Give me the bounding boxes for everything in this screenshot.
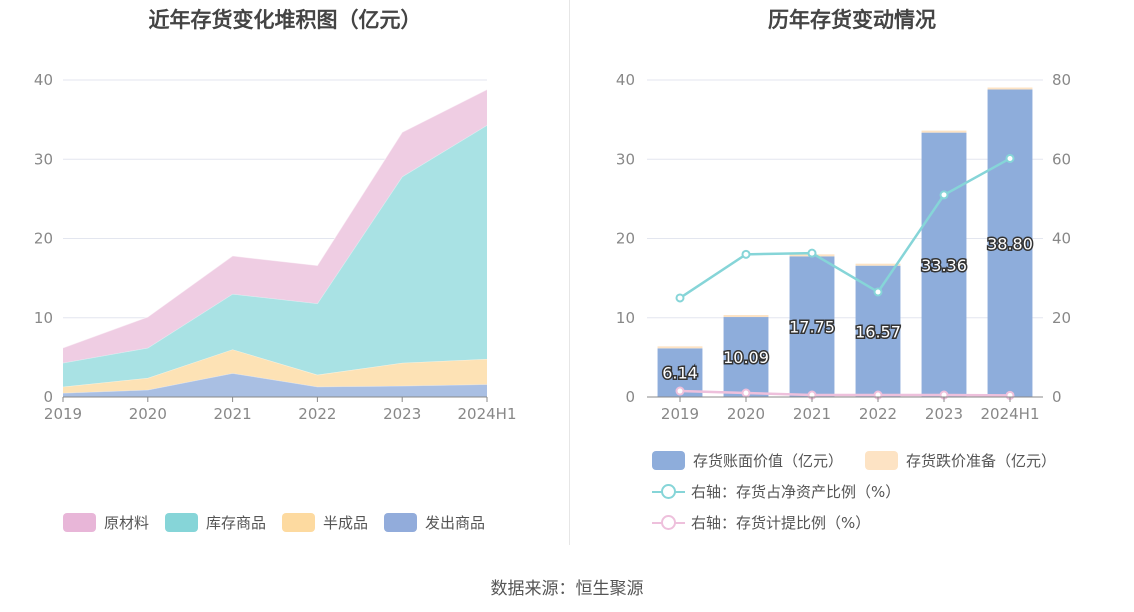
legend-item-net-asset-ratio[interactable]: 右轴：存货占净资产比例（%） [652, 481, 900, 502]
legend-item-goods-shipped[interactable]: 发出商品 [384, 512, 485, 533]
legend-label-book-value: 存货账面价值（亿元） [693, 452, 844, 470]
legend-swatch-raw-materials [63, 513, 96, 532]
stacked-area-chart-panel: 近年存货变化堆积图（亿元） 0 10 20 30 40 2019 2020 2021 2022 2… [0, 0, 570, 560]
legend-swatch-net-asset-ratio [652, 482, 685, 501]
legend-swatch-finished-goods [165, 513, 198, 532]
area-edge-3 [62, 89, 488, 349]
bar-data-label: 17.75 [789, 318, 835, 337]
y-tick-label: 40 [34, 71, 53, 89]
x-tick-label: 2022 [298, 405, 336, 423]
data-source: 数据来源：恒生聚源 [490, 579, 644, 599]
y2-tick-label: 40 [1052, 230, 1071, 248]
y-tick-label: 20 [34, 230, 53, 248]
right-chart-title: 历年存货变动情况 [768, 8, 936, 32]
bar-impairment [921, 130, 967, 133]
y-tick-label: 20 [616, 230, 635, 248]
legend-label-raw-materials: 原材料 [104, 514, 150, 532]
point-net-asset-ratio [873, 287, 883, 297]
legend-label-impairment: 存货跌价准备（亿元） [906, 452, 1057, 470]
y2-tick-label: 80 [1052, 71, 1071, 89]
legend-swatch-provision-ratio [652, 513, 685, 532]
legend-item-provision-ratio[interactable]: 右轴：存货计提比例（%） [652, 512, 870, 533]
legend-item-impairment[interactable]: 存货跌价准备（亿元） [865, 450, 1056, 471]
bar-book-value [921, 132, 967, 397]
stacked-area-chart: 0 10 20 30 40 2019 2020 2021 2022 2023 2024H1 [34, 71, 517, 423]
bar-book-value [789, 256, 835, 397]
legend-label-provision-ratio: 右轴：存货计提比例（%） [691, 514, 871, 532]
bar-data-label: 10.09 [723, 348, 769, 367]
bar-data-label: 33.36 [921, 256, 967, 275]
y-tick-label: 0 [625, 388, 635, 406]
x-tick-label: 2019 [44, 405, 82, 423]
point-net-asset-ratio [675, 293, 685, 303]
legend-swatch-book-value [652, 451, 685, 470]
y-tick-label: 10 [616, 309, 635, 327]
x-tick-label: 2021 [214, 405, 252, 423]
bar-impairment [855, 263, 901, 266]
point-net-asset-ratio [741, 249, 751, 259]
bar-data-label: 38.80 [987, 234, 1033, 253]
x-tick-label: 2019 [661, 405, 699, 423]
legend-item-semi-finished[interactable]: 半成品 [282, 512, 368, 533]
x-tick-label: 2021 [793, 405, 831, 423]
y-tick-label: 0 [43, 388, 53, 406]
x-tick-label: 2024H1 [981, 405, 1040, 423]
y-tick-label: 30 [34, 150, 53, 168]
point-net-asset-ratio [939, 190, 949, 200]
legend-label-goods-shipped: 发出商品 [425, 514, 486, 532]
area-series-2 [63, 125, 487, 387]
area-series-0 [63, 373, 487, 397]
legend-item-raw-materials[interactable]: 原材料 [63, 512, 149, 533]
y2-tick-label: 60 [1052, 150, 1071, 168]
y-tick-label: 10 [34, 309, 53, 327]
bar-line-chart-panel: 历年存货变动情况 0 10 20 30 40 0 20 40 60 80 6.14 10.09 17.7… [570, 0, 1134, 560]
legend-item-finished-goods[interactable]: 库存商品 [165, 512, 266, 533]
bar-impairment [723, 315, 769, 318]
x-tick-label: 2022 [859, 405, 897, 423]
x-tick-label: 2020 [129, 405, 167, 423]
legend-swatch-goods-shipped [384, 513, 417, 532]
legend-swatch-impairment [865, 451, 898, 470]
point-net-asset-ratio [807, 248, 817, 258]
bar-book-value [723, 317, 769, 397]
x-tick-label: 2020 [727, 405, 765, 423]
area-series-1 [63, 349, 487, 394]
bar-data-label: 16.57 [855, 322, 901, 341]
y-tick-label: 40 [616, 71, 635, 89]
line-net-asset-ratio [679, 157, 1011, 299]
legend-label-net-asset-ratio: 右轴：存货占净资产比例（%） [691, 483, 901, 501]
area-series-3 [63, 89, 487, 363]
panel-divider [569, 0, 570, 545]
x-tick-label: 2023 [383, 405, 421, 423]
x-tick-label: 2023 [925, 405, 963, 423]
point-net-asset-ratio [1005, 153, 1015, 163]
bar-book-value [987, 89, 1033, 397]
bar-impairment [657, 346, 703, 349]
legend-swatch-semi-finished [282, 513, 315, 532]
bar-impairment [987, 87, 1033, 90]
left-chart-title: 近年存货变化堆积图（亿元） [148, 8, 422, 32]
y-tick-label: 30 [616, 150, 635, 168]
legend-label-finished-goods: 库存商品 [206, 514, 267, 532]
legend-item-book-value[interactable]: 存货账面价值（亿元） [652, 450, 843, 471]
x-tick-label: 2024H1 [458, 405, 517, 423]
point-provision-ratio [741, 388, 751, 398]
legend-label-semi-finished: 半成品 [323, 514, 369, 532]
y2-tick-label: 0 [1052, 388, 1062, 406]
y2-tick-label: 20 [1052, 309, 1071, 327]
line-provision-ratio [679, 389, 1011, 397]
bar-line-chart: 0 10 20 30 40 0 20 40 60 80 6.14 10.09 17.75 16.57 33.… [616, 71, 1071, 423]
bar-data-label: 6.14 [662, 364, 698, 383]
point-provision-ratio [675, 386, 685, 396]
